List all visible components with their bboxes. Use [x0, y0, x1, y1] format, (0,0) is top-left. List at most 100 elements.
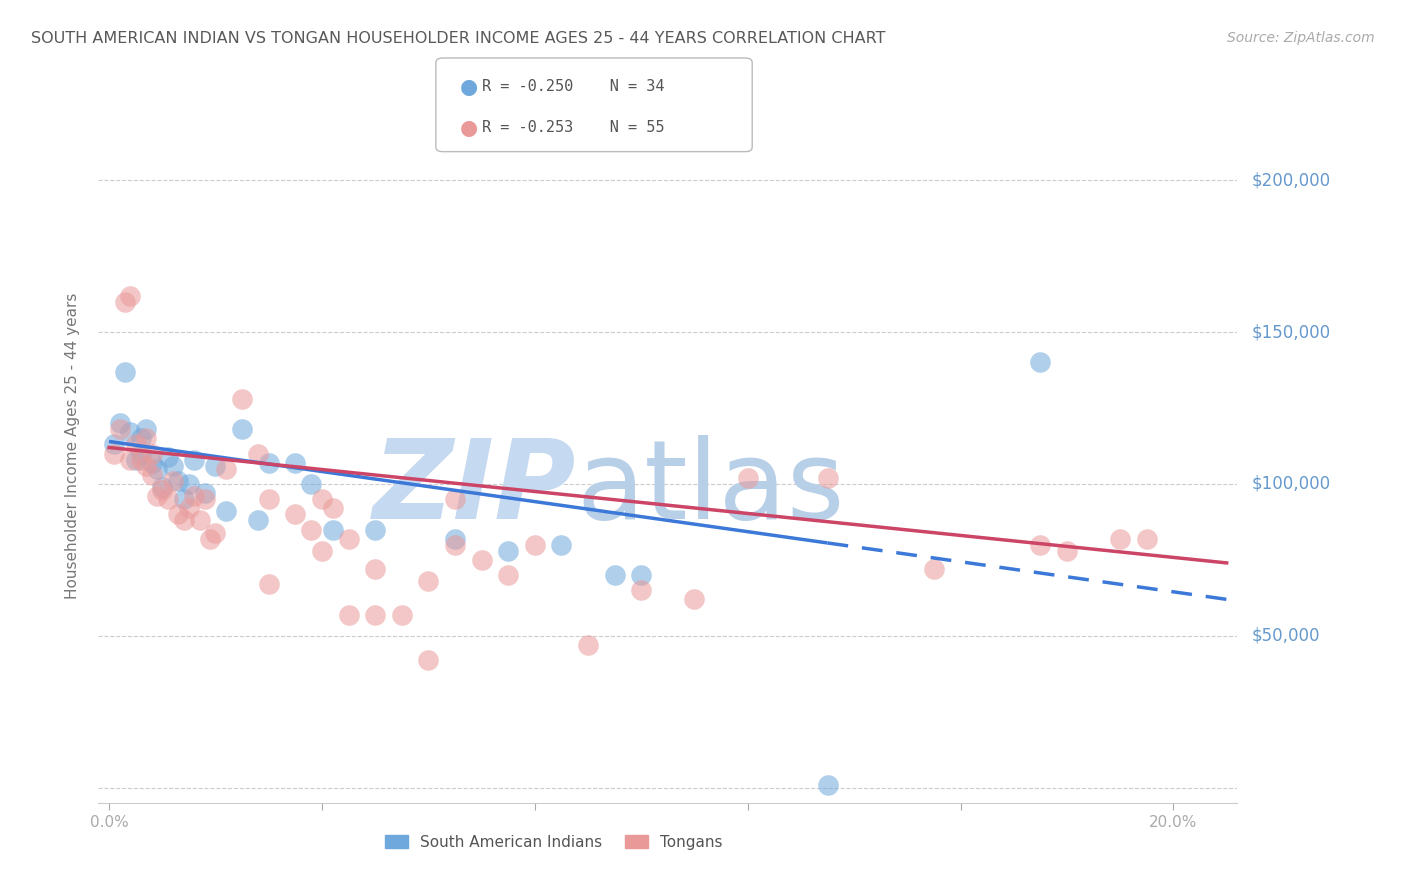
- Point: [1029, 538, 1052, 552]
- Point: [471, 553, 494, 567]
- Point: [120, 452, 142, 467]
- Point: [135, 422, 157, 436]
- Point: [299, 477, 322, 491]
- Point: [630, 568, 652, 582]
- Text: Source: ZipAtlas.com: Source: ZipAtlas.com: [1227, 31, 1375, 45]
- Point: [204, 458, 226, 473]
- Text: $50,000: $50,000: [1251, 627, 1320, 645]
- Point: [444, 532, 467, 546]
- Point: [108, 416, 131, 430]
- Point: [167, 508, 190, 522]
- Point: [284, 508, 307, 522]
- Point: [311, 543, 333, 558]
- Point: [337, 532, 360, 546]
- Point: [103, 447, 125, 461]
- Point: [177, 477, 200, 491]
- Point: [146, 462, 169, 476]
- Point: [444, 538, 467, 552]
- Point: [129, 431, 152, 445]
- Text: atlas: atlas: [576, 435, 845, 542]
- Point: [135, 458, 157, 473]
- Point: [496, 543, 519, 558]
- Point: [120, 425, 142, 440]
- Legend: South American Indians, Tongans: South American Indians, Tongans: [380, 829, 728, 855]
- Point: [523, 538, 546, 552]
- Point: [103, 437, 125, 451]
- Point: [114, 294, 136, 309]
- Point: [391, 607, 413, 622]
- Point: [162, 474, 184, 488]
- Point: [215, 462, 238, 476]
- Point: [141, 467, 163, 482]
- Point: [576, 638, 599, 652]
- Text: R = -0.253    N = 55: R = -0.253 N = 55: [482, 120, 665, 135]
- Point: [108, 422, 131, 436]
- Point: [284, 456, 307, 470]
- Y-axis label: Householder Income Ages 25 - 44 years: Householder Income Ages 25 - 44 years: [65, 293, 80, 599]
- Text: R = -0.250    N = 34: R = -0.250 N = 34: [482, 79, 665, 94]
- Point: [129, 452, 152, 467]
- Point: [177, 501, 200, 516]
- Point: [311, 492, 333, 507]
- Point: [418, 653, 440, 667]
- Point: [496, 568, 519, 582]
- Point: [257, 456, 280, 470]
- Point: [299, 523, 322, 537]
- Point: [444, 492, 467, 507]
- Text: $100,000: $100,000: [1251, 475, 1330, 493]
- Point: [922, 562, 945, 576]
- Point: [1109, 532, 1132, 546]
- Point: [364, 562, 387, 576]
- Point: [183, 489, 205, 503]
- Point: [257, 577, 280, 591]
- Point: [162, 458, 184, 473]
- Point: [322, 523, 344, 537]
- Point: [198, 532, 221, 546]
- Text: $200,000: $200,000: [1251, 171, 1330, 189]
- Point: [173, 492, 195, 507]
- Point: [188, 513, 211, 527]
- Point: [156, 492, 179, 507]
- Point: [737, 471, 759, 485]
- Text: ●: ●: [460, 118, 478, 137]
- Point: [364, 523, 387, 537]
- Point: [630, 583, 652, 598]
- Point: [1136, 532, 1159, 546]
- Point: [135, 431, 157, 445]
- Point: [141, 456, 163, 470]
- Point: [1029, 355, 1052, 369]
- Point: [1056, 543, 1078, 558]
- Point: [550, 538, 572, 552]
- Point: [322, 501, 344, 516]
- Point: [124, 437, 146, 451]
- Point: [194, 492, 217, 507]
- Point: [120, 288, 142, 302]
- Point: [156, 450, 179, 464]
- Point: [247, 447, 270, 461]
- Point: [167, 474, 190, 488]
- Point: [215, 504, 238, 518]
- Point: [141, 447, 163, 461]
- Point: [204, 525, 226, 540]
- Point: [231, 392, 253, 406]
- Point: [129, 447, 152, 461]
- Point: [364, 607, 387, 622]
- Point: [124, 452, 146, 467]
- Point: [173, 513, 195, 527]
- Point: [817, 778, 839, 792]
- Point: [114, 365, 136, 379]
- Point: [418, 574, 440, 588]
- Point: [150, 480, 173, 494]
- Point: [247, 513, 270, 527]
- Point: [337, 607, 360, 622]
- Point: [683, 592, 706, 607]
- Point: [817, 471, 839, 485]
- Text: ZIP: ZIP: [373, 435, 576, 542]
- Point: [231, 422, 253, 436]
- Text: SOUTH AMERICAN INDIAN VS TONGAN HOUSEHOLDER INCOME AGES 25 - 44 YEARS CORRELATIO: SOUTH AMERICAN INDIAN VS TONGAN HOUSEHOL…: [31, 31, 886, 46]
- Text: $150,000: $150,000: [1251, 323, 1330, 341]
- Point: [150, 483, 173, 497]
- Point: [146, 489, 169, 503]
- Point: [183, 452, 205, 467]
- Point: [603, 568, 626, 582]
